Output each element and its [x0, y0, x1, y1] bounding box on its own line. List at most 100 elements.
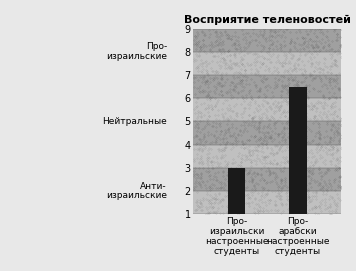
Point: [281, 127, 286, 131]
Point: [226, 169, 232, 173]
Point: [287, 41, 293, 46]
Point: [288, 202, 294, 207]
Point: [317, 152, 323, 157]
Point: [261, 27, 267, 31]
Point: [330, 123, 336, 127]
Point: [223, 73, 229, 77]
Point: [316, 66, 322, 70]
Point: [297, 88, 303, 93]
Point: [327, 148, 333, 152]
Point: [222, 58, 228, 62]
Point: [278, 100, 284, 104]
Point: [276, 192, 282, 197]
Point: [337, 184, 342, 189]
Point: [319, 104, 325, 108]
Point: [283, 121, 289, 125]
Point: [287, 131, 292, 136]
Point: [333, 78, 339, 82]
Point: [206, 60, 212, 65]
Point: [226, 187, 232, 192]
Point: [337, 173, 343, 178]
Point: [249, 193, 255, 197]
Point: [205, 110, 211, 114]
Point: [320, 197, 325, 202]
Point: [194, 121, 200, 125]
Point: [238, 163, 244, 168]
Point: [211, 84, 217, 89]
Point: [321, 179, 327, 183]
Point: [210, 124, 216, 128]
Point: [201, 113, 207, 117]
Point: [311, 178, 316, 182]
Point: [279, 84, 285, 89]
Point: [291, 126, 297, 130]
Point: [268, 107, 274, 111]
Point: [285, 119, 291, 124]
Point: [221, 56, 226, 61]
Point: [331, 101, 336, 105]
Point: [319, 84, 325, 89]
Point: [225, 118, 231, 122]
Point: [249, 171, 255, 176]
Point: [269, 42, 275, 46]
Point: [330, 137, 335, 142]
Point: [287, 163, 293, 167]
Point: [335, 125, 341, 130]
Point: [193, 208, 199, 212]
Point: [273, 151, 279, 155]
Point: [219, 92, 225, 97]
Point: [312, 206, 318, 211]
Point: [329, 209, 334, 213]
Point: [194, 141, 199, 145]
Point: [251, 80, 257, 84]
Point: [233, 166, 239, 170]
Point: [267, 33, 273, 37]
Point: [276, 148, 282, 152]
Point: [211, 89, 217, 93]
Point: [306, 165, 312, 169]
Point: [253, 139, 258, 143]
Point: [216, 180, 222, 184]
Point: [267, 60, 272, 64]
Point: [293, 87, 299, 92]
Point: [205, 154, 211, 159]
Point: [200, 60, 205, 65]
Point: [292, 122, 298, 126]
Point: [313, 113, 318, 118]
Point: [320, 70, 326, 75]
Point: [279, 138, 285, 142]
Point: [268, 96, 274, 101]
Point: [305, 45, 311, 50]
Point: [328, 56, 334, 60]
Point: [224, 105, 230, 110]
Point: [235, 43, 241, 47]
Point: [337, 45, 343, 49]
Point: [307, 54, 313, 59]
Point: [315, 99, 321, 103]
Point: [242, 106, 248, 110]
Point: [242, 153, 248, 157]
Point: [325, 108, 331, 113]
Point: [213, 39, 219, 43]
Text: Нейтральные: Нейтральные: [102, 117, 167, 126]
Point: [262, 77, 268, 81]
Point: [297, 178, 302, 182]
Point: [249, 120, 255, 124]
Point: [227, 133, 233, 137]
Point: [194, 104, 200, 108]
Point: [269, 179, 274, 183]
Point: [222, 183, 228, 188]
Point: [323, 150, 329, 155]
Point: [320, 189, 326, 193]
Point: [236, 75, 242, 79]
Point: [194, 115, 200, 120]
Point: [258, 172, 263, 176]
Point: [231, 84, 237, 88]
Point: [277, 193, 283, 198]
Point: [326, 209, 331, 213]
Point: [304, 158, 310, 162]
Point: [211, 160, 217, 164]
Point: [327, 140, 333, 144]
Point: [256, 125, 262, 129]
Point: [331, 118, 336, 122]
